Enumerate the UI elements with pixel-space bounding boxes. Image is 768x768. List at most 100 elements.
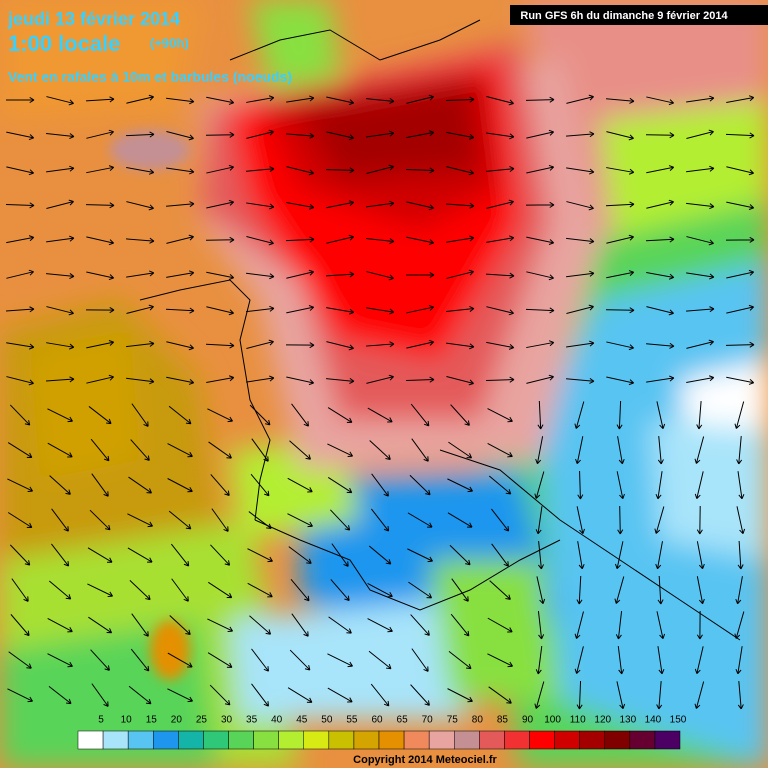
wind-arrow (574, 401, 585, 429)
wind-arrow (206, 199, 235, 209)
wind-arrow (286, 376, 315, 386)
wind-arrow (370, 508, 390, 532)
wind-arrow (206, 306, 234, 316)
wind-arrow (51, 543, 70, 567)
wind-arrow (525, 307, 555, 314)
wind-arrow (446, 202, 475, 209)
legend-swatch (153, 730, 179, 750)
wind-arrow (574, 611, 584, 639)
wind-arrow (46, 306, 74, 316)
wind-arrow (577, 470, 584, 500)
legend: 5 10 15 20 25 30 35 40 45 50 55 60 65 70 75 80 85 90 100 11… (77, 715, 687, 750)
wind-arrow (526, 340, 555, 349)
wind-arrow (251, 648, 269, 672)
wind-arrow (696, 505, 703, 535)
wind-arrow (366, 97, 395, 104)
wind-arrow (488, 475, 512, 495)
run-box (510, 5, 768, 25)
wind-arrow (526, 164, 555, 174)
wind-arrow (577, 541, 585, 570)
wind-arrow (210, 544, 231, 566)
legend-label: 10 (121, 715, 133, 726)
legend-swatch (554, 730, 580, 750)
wind-arrow (686, 236, 714, 246)
wind-arrow (696, 401, 703, 430)
wind-arrow (85, 96, 115, 103)
legend-label: 120 (594, 715, 611, 726)
wind-arrow (566, 94, 594, 104)
wind-arrow (606, 341, 635, 351)
wind-arrow (127, 513, 154, 528)
legend-label: 20 (171, 715, 183, 726)
wind-arrow (487, 408, 513, 423)
legend-label: 70 (422, 715, 434, 726)
wind-arrow (605, 307, 635, 314)
wind-arrow (206, 96, 235, 105)
legend-label: 65 (397, 715, 409, 726)
wind-arrow (327, 687, 353, 703)
wind-arrow (45, 376, 75, 383)
wind-arrow (406, 130, 435, 139)
wind-arrow (646, 165, 675, 174)
wind-arrow (411, 438, 429, 462)
wind-arrow (450, 613, 470, 637)
forecast-date: jeudi 13 février 2014 (7, 9, 180, 29)
wind-arrow (7, 478, 34, 493)
legend-swatch (479, 730, 505, 750)
legend-label: 110 (570, 715, 586, 726)
wind-arrow (366, 374, 394, 384)
wind-arrow (287, 477, 313, 493)
wind-arrow (327, 476, 353, 494)
wind-arrow (686, 202, 715, 210)
wind-arrow (370, 683, 390, 707)
wind-arrow (46, 342, 75, 350)
wind-arrow (46, 199, 74, 209)
wind-arrow (606, 131, 634, 141)
wind-arrow (445, 96, 475, 103)
wind-arrow (575, 436, 584, 465)
wind-arrow (207, 618, 234, 633)
wind-arrow (285, 342, 315, 349)
wind-arrow (366, 130, 395, 138)
wind-arrow (726, 269, 755, 279)
legend-swatch (203, 730, 229, 750)
wind-arrow (326, 307, 355, 315)
wind-arrow (566, 340, 595, 348)
wind-arrow (207, 408, 233, 423)
wind-arrow (410, 403, 430, 427)
wind-arrow (525, 201, 555, 208)
legend-label: 40 (271, 715, 283, 726)
wind-arrow (694, 436, 705, 464)
wind-arrow (574, 646, 584, 674)
coastlines (139, 19, 741, 641)
wind-arrow (88, 616, 113, 634)
wind-arrow (48, 580, 72, 600)
wind-arrow (86, 340, 115, 349)
wind-arrow (576, 680, 583, 710)
wind-arrow (167, 688, 193, 703)
wind-arrow (657, 436, 664, 465)
wind-arrow (129, 579, 151, 601)
legend-label: 80 (472, 715, 484, 726)
wind-arrow (576, 506, 585, 535)
wind-arrow (166, 97, 195, 105)
forecast-time: 1:00 locale (8, 31, 121, 56)
wind-arrow (726, 376, 755, 385)
wind-arrow (46, 235, 75, 243)
wind-arrow (486, 306, 514, 316)
legend-label: 25 (196, 715, 208, 726)
wind-arrow (85, 307, 115, 314)
map-subtitle: Vent en rafales à 10m et barbules (noeud… (8, 69, 292, 85)
wind-arrow (325, 271, 355, 278)
legend-label: 150 (670, 715, 687, 726)
wind-arrow (566, 377, 595, 384)
wind-arrow (286, 201, 315, 210)
wind-arrow (405, 271, 435, 278)
legend-swatch (353, 730, 380, 750)
wind-arrow (538, 541, 544, 570)
run-info: Run GFS 6h du dimanche 9 février 2014 (520, 10, 728, 22)
wind-arrow (6, 131, 35, 141)
wind-arrow (534, 471, 545, 499)
wind-arrow (326, 96, 355, 106)
